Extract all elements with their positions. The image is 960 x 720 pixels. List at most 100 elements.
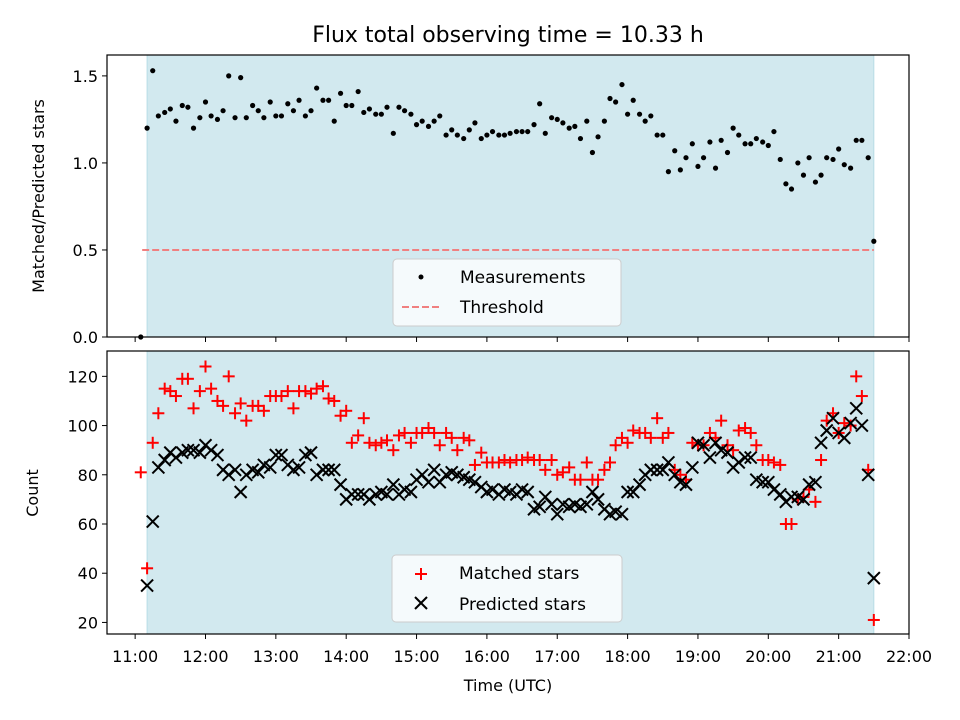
measurement-point xyxy=(267,99,273,105)
measurement-point xyxy=(836,146,842,152)
measurements-legend-label: Measurements xyxy=(460,268,586,288)
matched-stars-point xyxy=(234,397,247,410)
predicted-stars-point xyxy=(591,492,605,507)
matched-stars-point xyxy=(217,399,230,412)
measurement-point xyxy=(273,113,279,119)
measurement-point xyxy=(560,120,566,126)
matched-stars-point xyxy=(580,456,593,469)
measurement-point xyxy=(554,116,560,123)
predicted-stars-point xyxy=(708,436,723,450)
measurement-point xyxy=(384,104,390,110)
measurement-point xyxy=(290,108,297,114)
matched-stars-point xyxy=(609,439,622,452)
predicted-stars-point xyxy=(269,448,283,462)
matched-stars-point xyxy=(598,463,611,476)
measurement-point xyxy=(800,172,807,178)
measurement-point xyxy=(507,130,513,136)
matched-stars-point xyxy=(169,390,182,403)
predicted-stars-point xyxy=(321,463,336,477)
measurement-point xyxy=(613,99,619,105)
measurement-point xyxy=(542,130,548,136)
measurement-point xyxy=(208,113,214,119)
matched-stars-point xyxy=(762,454,775,467)
measurement-point xyxy=(255,108,261,114)
chart-title: Flux total observing time = 10.33 h xyxy=(312,23,704,48)
matched-stars-point xyxy=(328,394,341,407)
matched-stars-point xyxy=(240,414,253,427)
measurement-point xyxy=(320,97,326,103)
measurement-point xyxy=(848,165,854,171)
measurement-point xyxy=(220,108,226,114)
x-tick-label: 18:00 xyxy=(605,647,651,666)
y-tick-label: 1.5 xyxy=(73,67,98,86)
matched-stars-point xyxy=(855,390,868,403)
ratio-axes-frame xyxy=(106,54,910,338)
measurement-point xyxy=(202,99,209,105)
measurement-point xyxy=(589,149,596,156)
measurement-point xyxy=(472,120,478,126)
y-tick-label: 60 xyxy=(78,515,98,534)
matched-stars-point xyxy=(539,463,552,476)
measurement-point xyxy=(549,115,555,121)
counts-axis-ticks: 20 40 60 80 100 120 xyxy=(67,367,910,639)
matched-stars-point xyxy=(392,429,405,442)
y-tick-label: 0.5 xyxy=(73,241,98,260)
measurements-legend-marker xyxy=(418,274,424,280)
matched-stars-point xyxy=(732,424,745,437)
matched-stars-point xyxy=(797,490,810,503)
predicted-stars-point xyxy=(327,463,341,477)
measurement-point xyxy=(366,106,373,112)
matched-stars-point xyxy=(387,444,400,457)
matched-stars-point xyxy=(785,517,798,530)
matched-stars-point xyxy=(158,382,171,395)
measurement-point xyxy=(566,125,572,131)
measurement-point xyxy=(408,111,414,117)
matched-stars-point xyxy=(563,461,576,474)
measurement-point xyxy=(466,127,472,133)
measurement-point xyxy=(401,108,408,114)
counts-legend-box xyxy=(391,554,623,623)
measurement-point xyxy=(355,88,361,95)
matched-stars-point xyxy=(644,431,657,444)
matched-stars-point xyxy=(809,495,822,508)
predicted-stars-point xyxy=(140,578,154,593)
measurement-point xyxy=(788,186,795,192)
matched-stars-point xyxy=(850,370,863,383)
measurement-point xyxy=(537,101,543,107)
predicted-stars-point xyxy=(544,497,559,512)
matched-stars-point xyxy=(181,372,194,385)
measurement-point xyxy=(454,132,460,138)
measurement-point xyxy=(665,169,672,175)
measurement-point xyxy=(584,118,590,124)
predicted-stars-point xyxy=(668,468,682,482)
matched-stars-point xyxy=(199,360,212,373)
measurement-point xyxy=(630,97,636,103)
predicted-stars-point xyxy=(146,514,160,529)
predicted-stars-point xyxy=(685,460,700,475)
measurement-point xyxy=(724,149,731,156)
measurement-point xyxy=(185,104,191,110)
measurement-point xyxy=(314,85,320,91)
matched-stars-point xyxy=(428,426,441,439)
measurement-point xyxy=(689,141,695,147)
measurement-point xyxy=(795,160,801,166)
ratio-legend: Measurements Threshold xyxy=(392,258,622,327)
predicted-stars-point xyxy=(274,448,289,462)
ratio-panel: 0.0 0.5 1.0 1.5 Matched/Predicted stars Mea… xyxy=(29,54,910,347)
matched-stars-point xyxy=(521,451,534,464)
measurement-point xyxy=(501,132,508,138)
measurement-point xyxy=(431,118,437,124)
predicted-stars-point xyxy=(738,450,752,465)
measurement-point xyxy=(765,142,771,149)
measurement-point xyxy=(748,141,754,147)
measurement-point xyxy=(349,102,355,109)
ratio-axis-ticks: 0.0 0.5 1.0 1.5 xyxy=(73,67,910,347)
measurement-point xyxy=(449,127,455,133)
matched-stars-point xyxy=(451,444,464,457)
predicted-stars-point xyxy=(796,492,811,507)
ratio-y-axis-label: Matched/Predicted stars xyxy=(29,99,48,293)
measurement-point xyxy=(425,123,432,129)
predicted-stars-point xyxy=(333,477,348,492)
predicted-stars-point xyxy=(404,485,418,499)
measurement-point xyxy=(343,102,349,109)
